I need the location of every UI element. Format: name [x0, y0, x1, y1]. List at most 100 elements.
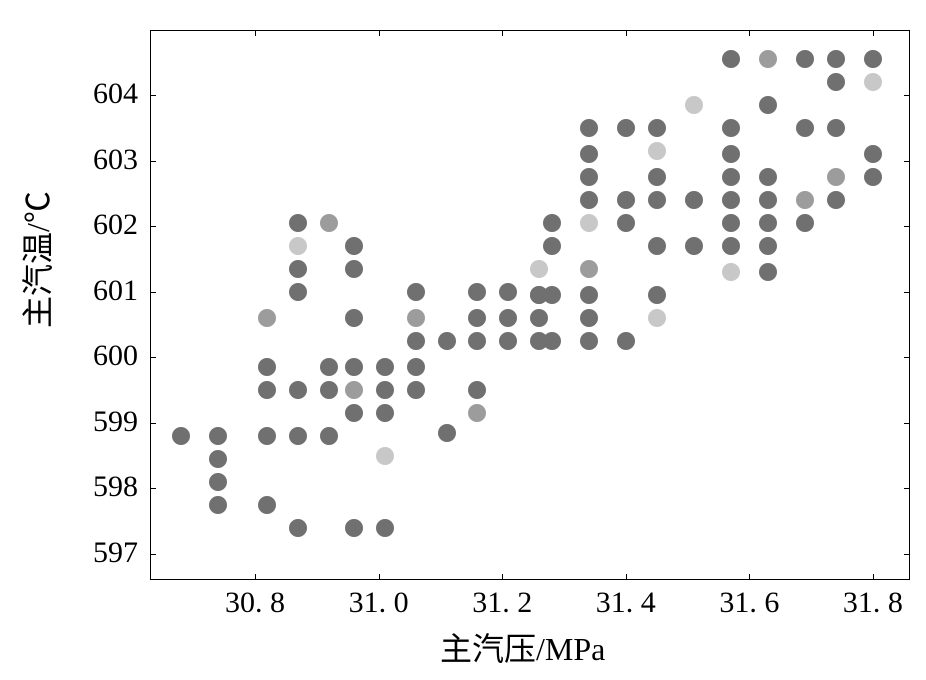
data-point: [580, 214, 598, 232]
y-tick-label: 603: [0, 143, 138, 177]
data-point: [648, 142, 666, 160]
y-tick-mark: [904, 95, 910, 96]
x-tick-mark: [379, 574, 380, 580]
data-point: [345, 237, 363, 255]
data-point: [648, 286, 666, 304]
data-point: [759, 237, 777, 255]
data-point: [289, 260, 307, 278]
data-point: [543, 286, 561, 304]
data-point: [722, 191, 740, 209]
y-tick-mark: [904, 292, 910, 293]
data-point: [320, 214, 338, 232]
x-tick-mark: [626, 30, 627, 36]
x-tick-mark: [749, 30, 750, 36]
data-point: [759, 191, 777, 209]
data-point: [468, 381, 486, 399]
data-point: [320, 427, 338, 445]
data-point: [722, 119, 740, 137]
data-point: [345, 381, 363, 399]
y-tick-mark: [904, 161, 910, 162]
data-point: [438, 332, 456, 350]
y-tick-label: 601: [0, 274, 138, 308]
data-point: [580, 260, 598, 278]
data-point: [376, 404, 394, 422]
x-tick-label: 31. 8: [843, 586, 903, 620]
data-point: [468, 332, 486, 350]
data-point: [796, 50, 814, 68]
data-point: [759, 50, 777, 68]
data-point: [258, 381, 276, 399]
x-axis-label: 主汽压/MPa: [440, 624, 605, 670]
data-point: [376, 358, 394, 376]
x-tick-label: 31. 2: [472, 586, 532, 620]
data-point: [722, 50, 740, 68]
data-point: [289, 381, 307, 399]
data-point: [209, 496, 227, 514]
data-point: [499, 332, 517, 350]
data-point: [345, 404, 363, 422]
y-tick-mark: [150, 226, 156, 227]
data-point: [289, 427, 307, 445]
data-point: [580, 191, 598, 209]
data-point: [499, 309, 517, 327]
x-tick-mark: [749, 574, 750, 580]
data-point: [827, 119, 845, 137]
data-point: [685, 96, 703, 114]
data-point: [543, 214, 561, 232]
x-tick-mark: [379, 30, 380, 36]
data-point: [759, 168, 777, 186]
data-point: [864, 145, 882, 163]
scatter-chart: 主汽温/℃ 主汽压/MPa 59759859960060160260360430…: [0, 0, 926, 680]
y-tick-mark: [150, 292, 156, 293]
y-tick-mark: [150, 554, 156, 555]
data-point: [580, 145, 598, 163]
data-point: [468, 404, 486, 422]
data-point: [289, 283, 307, 301]
data-point: [722, 237, 740, 255]
y-tick-mark: [150, 95, 156, 96]
x-tick-label: 31. 6: [719, 586, 779, 620]
x-tick-mark: [502, 30, 503, 36]
data-point: [376, 381, 394, 399]
y-tick-mark: [150, 357, 156, 358]
data-point: [530, 309, 548, 327]
data-point: [345, 358, 363, 376]
y-tick-label: 597: [0, 536, 138, 570]
data-point: [209, 450, 227, 468]
data-point: [438, 424, 456, 442]
data-point: [407, 358, 425, 376]
data-point: [827, 73, 845, 91]
x-tick-mark: [255, 574, 256, 580]
data-point: [580, 119, 598, 137]
x-tick-label: 30. 8: [225, 586, 285, 620]
y-tick-mark: [150, 161, 156, 162]
data-point: [258, 358, 276, 376]
data-point: [172, 427, 190, 445]
data-point: [685, 191, 703, 209]
data-point: [209, 473, 227, 491]
data-point: [759, 214, 777, 232]
data-point: [648, 191, 666, 209]
x-tick-mark: [255, 30, 256, 36]
y-tick-mark: [150, 488, 156, 489]
data-point: [827, 168, 845, 186]
data-point: [499, 283, 517, 301]
data-point: [407, 381, 425, 399]
data-point: [617, 332, 635, 350]
data-point: [407, 309, 425, 327]
data-point: [468, 283, 486, 301]
x-tick-mark: [626, 574, 627, 580]
data-point: [258, 427, 276, 445]
y-tick-mark: [904, 357, 910, 358]
y-tick-mark: [904, 226, 910, 227]
y-tick-mark: [904, 554, 910, 555]
data-point: [796, 214, 814, 232]
data-point: [345, 260, 363, 278]
x-tick-mark: [502, 574, 503, 580]
data-point: [209, 427, 227, 445]
data-point: [759, 96, 777, 114]
y-tick-mark: [904, 423, 910, 424]
data-point: [580, 286, 598, 304]
data-point: [722, 214, 740, 232]
data-point: [796, 191, 814, 209]
